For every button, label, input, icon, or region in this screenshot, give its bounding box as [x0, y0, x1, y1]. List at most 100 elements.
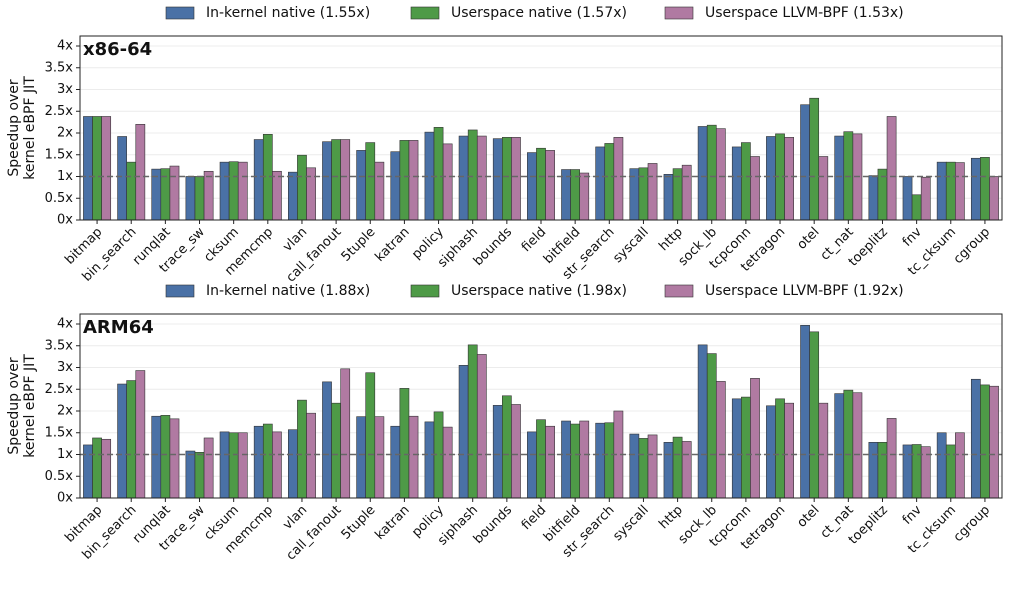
legend-label: In-kernel native (1.88x): [206, 283, 370, 299]
bar: [970, 378, 981, 499]
bar: [458, 135, 469, 221]
x-tick-label: http: [656, 225, 685, 254]
bar: [955, 432, 965, 499]
legend-label: In-kernel native (1.55x): [206, 5, 370, 21]
bar: [92, 116, 102, 221]
bar: [766, 405, 776, 499]
x-tick-label: 5tuple: [339, 225, 379, 265]
y-tick-label: 2.5x: [45, 382, 74, 397]
bar: [117, 383, 127, 499]
bar: [194, 452, 205, 499]
bar: [527, 152, 537, 221]
bar: [262, 423, 273, 499]
y-tick-label: 3.5x: [45, 60, 74, 75]
bar: [638, 167, 649, 221]
y-tick-label: 2x: [57, 404, 73, 419]
bar: [219, 161, 230, 221]
bar: [629, 433, 640, 499]
bar: [706, 353, 717, 499]
bar: [613, 137, 624, 221]
y-tick-label: 3x: [57, 82, 73, 97]
bar: [501, 137, 512, 221]
bar: [185, 176, 196, 221]
bar: [467, 344, 478, 499]
bar: [731, 398, 742, 499]
bar: [697, 344, 708, 499]
bar: [579, 420, 590, 499]
plot-frame: [79, 313, 1003, 499]
bar: [955, 162, 965, 221]
x-tick-label: fnv: [900, 224, 925, 249]
bar: [715, 381, 726, 499]
panel-title: ARM64: [83, 317, 154, 338]
bar: [219, 431, 230, 499]
bar: [697, 126, 708, 221]
x-tick-label: field: [519, 225, 549, 255]
bar: [374, 161, 385, 221]
bar: [331, 139, 341, 221]
x-tick-label: fnv: [900, 502, 925, 527]
bar: [126, 161, 137, 221]
bar: [169, 418, 180, 499]
bar: [228, 432, 239, 499]
bar: [399, 388, 410, 499]
bar: [775, 398, 785, 499]
bar: [501, 395, 512, 499]
x-tick-label: syscall: [610, 225, 651, 266]
y-tick-label: 4x: [57, 39, 73, 54]
legend-swatch: [165, 284, 195, 298]
x-tick-label: syscall: [610, 503, 651, 544]
bar: [595, 422, 606, 499]
bar: [852, 392, 863, 499]
bar: [306, 167, 316, 221]
x-tick-label: otel: [794, 503, 822, 531]
bar: [228, 161, 239, 221]
bar: [920, 177, 931, 221]
bar: [92, 437, 102, 499]
bar: [272, 431, 282, 499]
bar: [834, 135, 845, 221]
legend-label: Userspace native (1.98x): [451, 283, 627, 299]
bar: [117, 136, 127, 221]
y-tick-label: 0x: [57, 213, 73, 228]
bar: [126, 380, 137, 499]
bar: [101, 438, 112, 499]
y-axis-label: Speedup over: [6, 357, 22, 455]
legend-label: Userspace LLVM-BPF (1.53x): [705, 5, 904, 21]
y-tick-label: 1x: [57, 447, 73, 462]
x-tick-label: 5tuple: [339, 503, 379, 543]
bar: [784, 402, 794, 499]
y-tick-label: 0.5x: [45, 191, 74, 206]
bar: [399, 140, 410, 221]
bar: [868, 442, 879, 499]
bar: [492, 138, 503, 221]
bar: [135, 124, 146, 221]
bar: [442, 143, 453, 221]
y-axis-label: Speedup over: [6, 79, 22, 177]
bar: [945, 444, 956, 499]
bar: [536, 147, 546, 221]
bar: [151, 415, 162, 499]
bar: [638, 438, 649, 499]
bar: [570, 423, 581, 499]
bar: [272, 170, 282, 221]
bar: [331, 402, 341, 499]
bar: [750, 156, 760, 221]
bar: [297, 154, 307, 221]
legend-label: Userspace native (1.57x): [451, 5, 627, 21]
bar: [731, 146, 742, 221]
x-tick-label: otel: [794, 225, 822, 253]
bar: [536, 419, 546, 499]
bar: [253, 139, 264, 221]
legend-swatch: [664, 6, 694, 20]
bar: [809, 97, 820, 221]
bar: [766, 136, 776, 221]
bar: [809, 331, 820, 499]
bar: [356, 150, 367, 221]
legend-swatch: [410, 6, 440, 20]
bar: [800, 325, 810, 499]
bar: [945, 161, 956, 221]
bar: [980, 157, 990, 221]
bar: [527, 431, 537, 499]
y-tick-label: 0.5x: [45, 469, 74, 484]
